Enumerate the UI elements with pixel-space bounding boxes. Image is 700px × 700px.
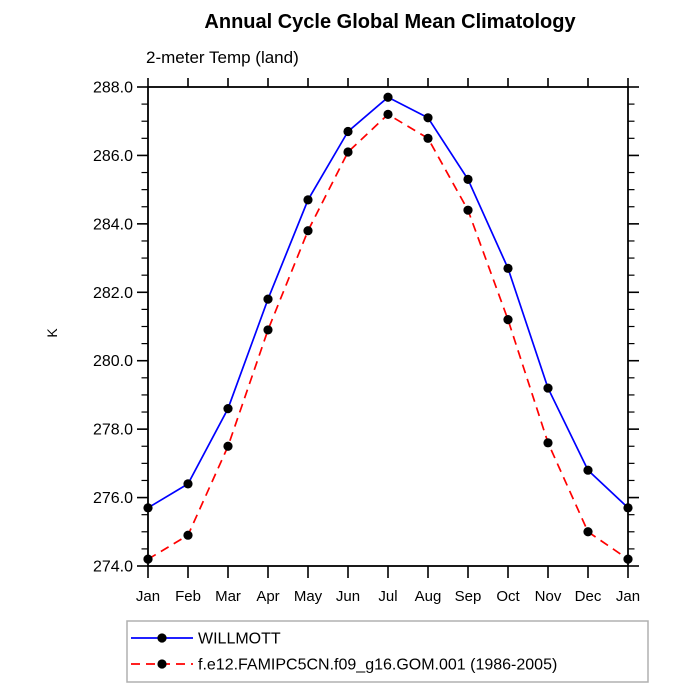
y-tick-label: 274.0 (93, 559, 133, 576)
legend-label-model: f.e12.FAMIPC5CN.f09_g16.GOM.001 (1986-20… (198, 657, 557, 674)
model-data-point (303, 226, 313, 236)
month-label: Jan (616, 588, 640, 605)
y-tick-label: 284.0 (93, 216, 133, 233)
willmott-data-point (503, 263, 513, 273)
willmott-data-point (623, 503, 633, 513)
willmott-data-point (383, 92, 393, 102)
month-label: Nov (535, 588, 562, 605)
y-tick-label: 276.0 (93, 490, 133, 507)
model-data-point (463, 205, 473, 215)
y-tick-label: 280.0 (93, 353, 133, 370)
month-label: Dec (575, 588, 602, 605)
model-data-point (263, 325, 273, 335)
chart-title: Annual Cycle Global Mean Climatology (204, 11, 576, 33)
legend-entry-willmott: WILLMOTT (131, 631, 281, 648)
month-label: Apr (256, 588, 279, 605)
model-line (147, 113, 629, 560)
willmott-data-point (303, 195, 313, 205)
month-label: Mar (215, 588, 241, 605)
willmott-marker-sample (157, 633, 167, 643)
model-data-point (623, 554, 633, 564)
model-data-point (583, 527, 593, 537)
willmott-data-point (183, 479, 193, 489)
willmott-data-point (343, 126, 353, 137)
model-marker-sample (157, 659, 167, 669)
chart-legend: WILLMOTT f.e12.FAMIPC5CN.f09_g16.GOM.001… (126, 620, 649, 683)
y-tick-label: 278.0 (93, 422, 133, 439)
model-data-point (343, 147, 353, 157)
willmott-data-point (423, 113, 433, 123)
month-label: Feb (175, 588, 201, 605)
model-data-point (223, 441, 233, 451)
willmott-data-point (223, 404, 233, 414)
month-label: Jun (336, 588, 360, 605)
y-tick-label: 282.0 (93, 285, 133, 302)
willmott-data-point (143, 503, 153, 513)
model-data-point (143, 554, 153, 564)
willmott-line (147, 96, 629, 509)
month-label: May (294, 588, 323, 605)
model-data-point (183, 530, 193, 540)
month-label: Jul (378, 588, 397, 605)
y-tick-label: 286.0 (93, 148, 133, 165)
chart-subtitle: 2-meter Temp (land) (146, 48, 299, 67)
month-label: Sep (455, 588, 482, 605)
willmott-data-point (263, 294, 273, 304)
willmott-data-point (463, 174, 473, 184)
y-tick-label: 288.0 (93, 80, 133, 97)
willmott-data-point (543, 383, 553, 393)
legend-entry-model: f.e12.FAMIPC5CN.f09_g16.GOM.001 (1986-20… (131, 657, 557, 674)
model-data-point (383, 109, 393, 119)
willmott-data-point (583, 465, 593, 475)
month-label: Aug (415, 588, 442, 605)
plot-area: 274.0 276.0 278.0 280.0 282.0 284.0 286.0 288.0… (93, 78, 640, 605)
legend-box (126, 620, 649, 683)
model-data-point (543, 438, 553, 448)
month-label: Oct (496, 588, 520, 605)
legend-label-willmott: WILLMOTT (198, 631, 281, 648)
plot-border (147, 86, 629, 567)
y-axis-label: K (44, 328, 60, 338)
model-data-point (423, 133, 433, 143)
model-data-point (503, 315, 513, 325)
month-label: Jan (136, 588, 160, 605)
